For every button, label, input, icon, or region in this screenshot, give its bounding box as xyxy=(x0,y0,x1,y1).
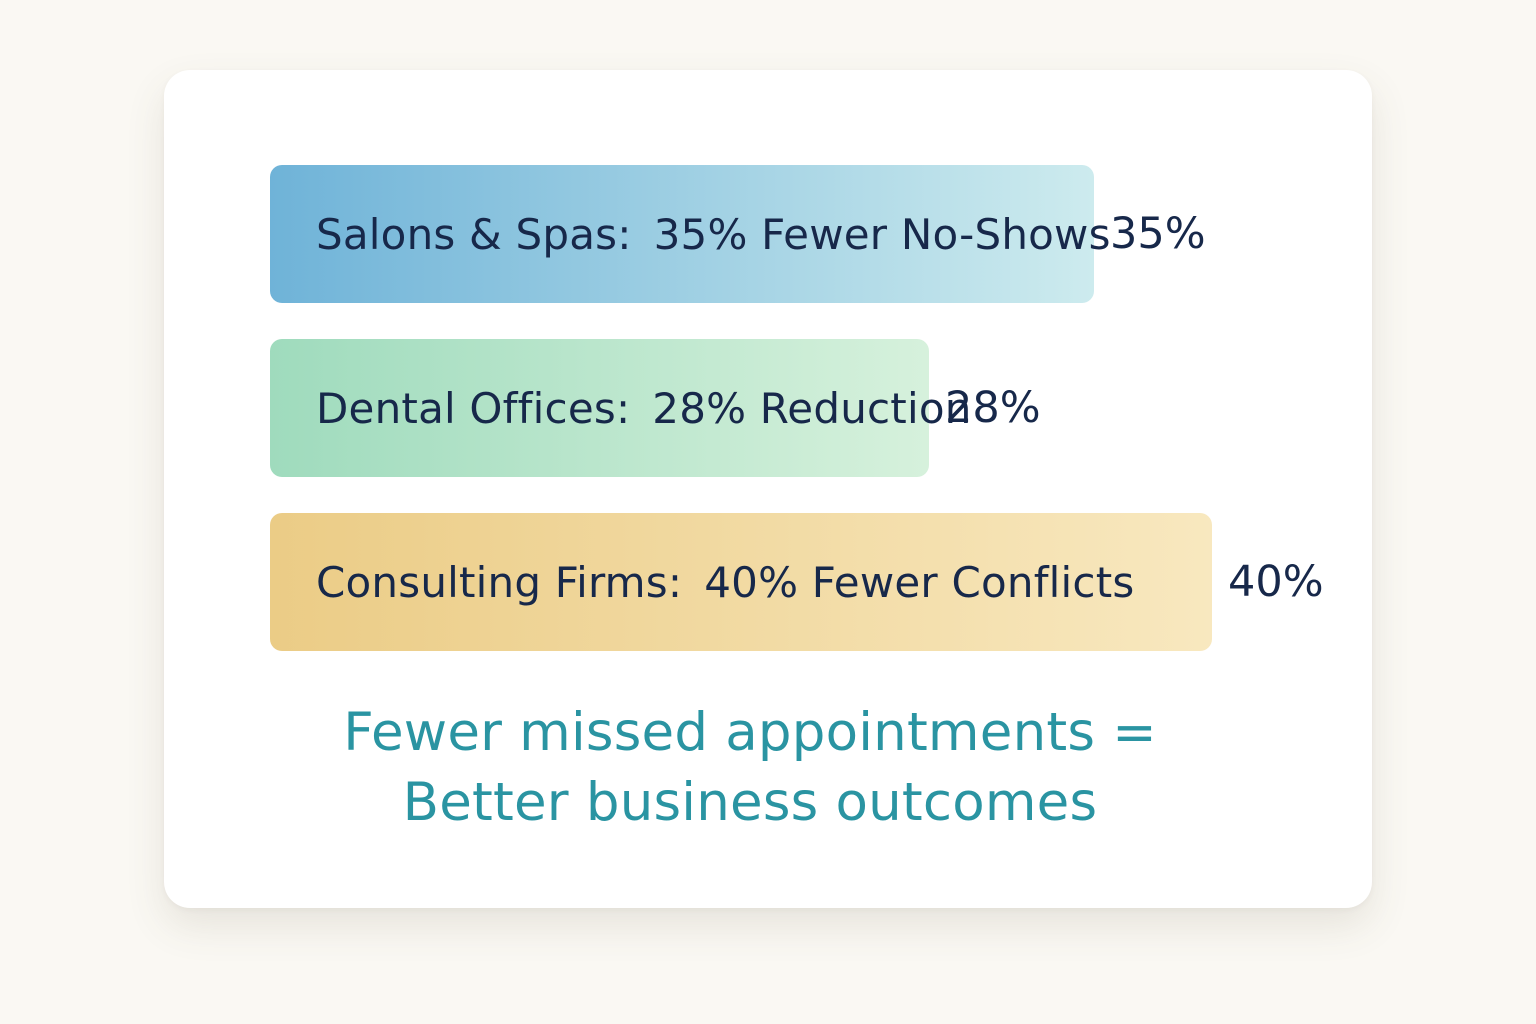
bar-label: Salons & Spas: 35% Fewer No-Shows xyxy=(316,210,1111,259)
bar-description: 28% Reduction xyxy=(652,383,972,433)
bar-category: Consulting Firms: xyxy=(316,557,683,607)
bar-label: Dental Offices: 28% Reduction xyxy=(316,384,972,433)
bar-category: Salons & Spas: xyxy=(316,209,632,259)
bar-category: Dental Offices: xyxy=(316,383,631,433)
caption-line-1: Fewer missed appointments = xyxy=(343,702,1157,763)
caption: Fewer missed appointments = Better busin… xyxy=(164,698,1336,838)
bar-value-label: 28% xyxy=(945,383,1041,433)
bar-dental-offices: Dental Offices: 28% Reduction xyxy=(270,339,971,477)
bar-description: 35% Fewer No-Shows xyxy=(653,209,1111,259)
bar-salons-spas: Salons & Spas: 35% Fewer No-Shows xyxy=(270,165,1110,303)
bar-description: 40% Fewer Conflicts xyxy=(704,557,1135,607)
caption-line-2: Better business outcomes xyxy=(402,772,1098,833)
bar-consulting-firms: Consulting Firms: 40% Fewer Conflicts xyxy=(270,513,1212,651)
chart-card: Salons & Spas: 35% Fewer No-Shows 35% Denta… xyxy=(164,70,1372,908)
bar-label: Consulting Firms: 40% Fewer Conflicts xyxy=(316,558,1134,607)
bar-value-label: 35% xyxy=(1110,209,1206,259)
bar-value-label: 40% xyxy=(1228,557,1324,607)
